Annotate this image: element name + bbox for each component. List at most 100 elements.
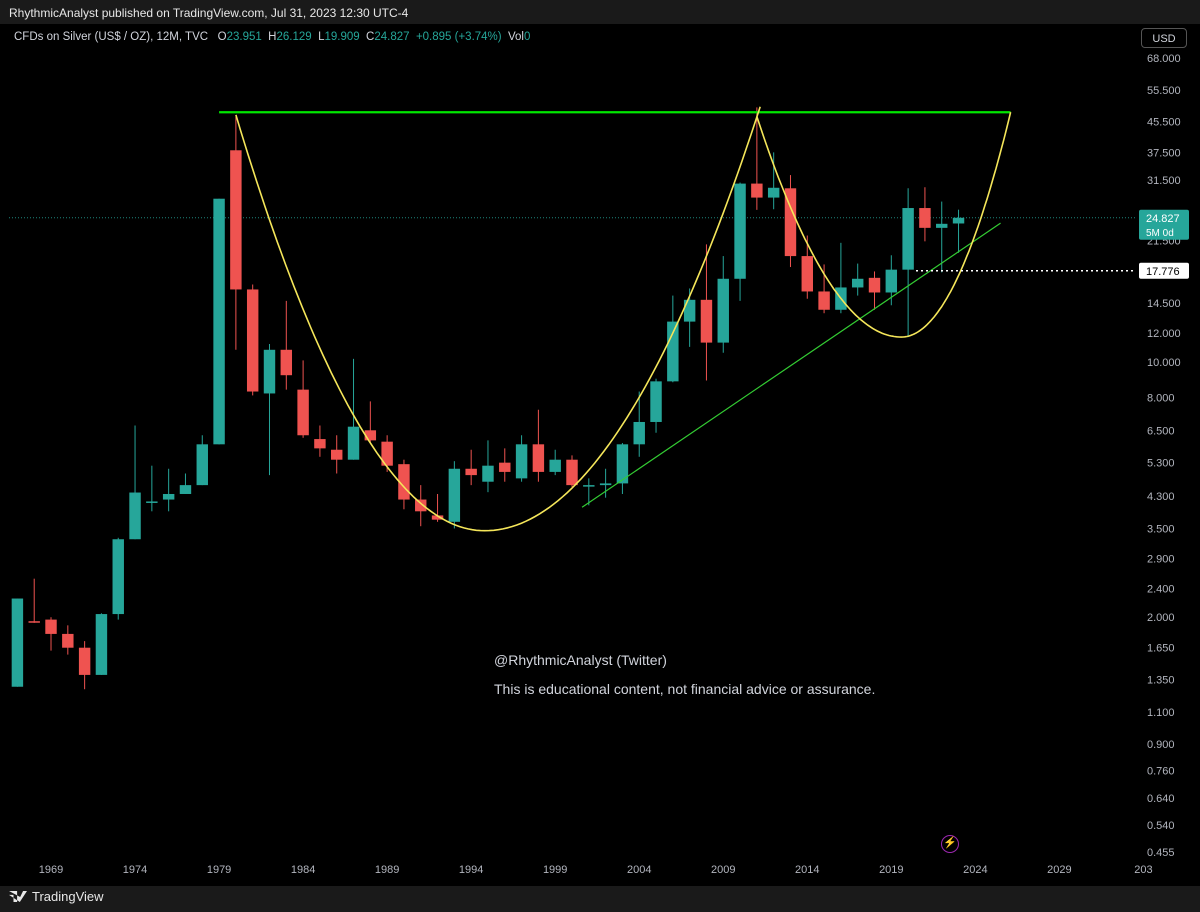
- price-tick-label: 14.500: [1147, 298, 1181, 310]
- year-tick-label: 2024: [963, 864, 987, 876]
- currency-button[interactable]: USD: [1141, 28, 1187, 48]
- candle-body[interactable]: [700, 299, 713, 343]
- year-tick-label: 2004: [627, 864, 651, 876]
- candle-body[interactable]: [784, 188, 797, 257]
- price-tick-label: 4.300: [1147, 491, 1175, 503]
- price-tick-label: 37.500: [1147, 147, 1181, 159]
- candle-body[interactable]: [818, 291, 830, 310]
- candle-body[interactable]: [566, 459, 578, 486]
- candle-body[interactable]: [162, 493, 175, 500]
- price-tick-label: 2.000: [1147, 612, 1175, 624]
- candle-body[interactable]: [95, 614, 108, 675]
- year-tick-label: 2009: [711, 864, 735, 876]
- candle-body[interactable]: [431, 515, 444, 520]
- candle-body[interactable]: [347, 426, 360, 460]
- symbol-legend: CFDs on Silver (US$ / OZ), 12M, TVC O23.…: [14, 31, 530, 43]
- candle-body[interactable]: [549, 459, 561, 472]
- open-key: O: [217, 31, 227, 43]
- candle-body[interactable]: [448, 468, 461, 522]
- candle-body[interactable]: [683, 299, 696, 322]
- watermark-handle: @RhythmicAnalyst (Twitter): [494, 652, 667, 668]
- year-tick-label: 1989: [375, 864, 399, 876]
- candle-body[interactable]: [11, 598, 24, 687]
- candle-body[interactable]: [230, 150, 242, 290]
- candle-body[interactable]: [196, 444, 208, 486]
- tradingview-logo[interactable]: TradingView: [9, 889, 104, 904]
- bar-countdown-label: 5M 0d: [1146, 228, 1174, 239]
- candle-body[interactable]: [919, 208, 931, 228]
- year-tick-label: 203: [1134, 864, 1152, 876]
- candle-body[interactable]: [851, 278, 864, 288]
- year-tick-label: 1974: [123, 864, 147, 876]
- price-tick-label: 1.100: [1147, 707, 1175, 719]
- year-tick-label: 2014: [795, 864, 819, 876]
- year-tick-label: 1969: [39, 864, 63, 876]
- candle-body[interactable]: [499, 462, 511, 472]
- candle-body[interactable]: [246, 289, 259, 392]
- candle-body[interactable]: [62, 633, 74, 648]
- candle-body[interactable]: [583, 485, 595, 487]
- candle-body[interactable]: [146, 501, 158, 503]
- candle-body[interactable]: [364, 430, 377, 441]
- candle-body[interactable]: [868, 277, 881, 293]
- tradingview-brand: TradingView: [32, 889, 104, 904]
- candle-body[interactable]: [885, 269, 898, 293]
- current-price-label: 24.827: [1146, 213, 1180, 225]
- candle-body[interactable]: [78, 647, 91, 675]
- candle-body[interactable]: [532, 444, 545, 472]
- symbol-name[interactable]: CFDs on Silver (US$ / OZ), 12M, TVC: [14, 31, 209, 43]
- candle-body[interactable]: [717, 278, 729, 343]
- price-tick-label: 31.500: [1147, 175, 1181, 187]
- lightning-icon[interactable]: ⚡: [941, 835, 959, 853]
- candle-body[interactable]: [667, 321, 679, 382]
- candle-body[interactable]: [415, 499, 427, 512]
- year-tick-label: 1984: [291, 864, 315, 876]
- support-trendline[interactable]: [581, 222, 1001, 508]
- price-tick-label: 2.900: [1147, 553, 1175, 565]
- candle-body[interactable]: [482, 465, 494, 482]
- candle-body[interactable]: [297, 389, 309, 436]
- price-tick-label: 0.540: [1147, 820, 1175, 832]
- candle-body[interactable]: [936, 223, 948, 228]
- price-tick-label: 10.000: [1147, 357, 1181, 369]
- handle-curve[interactable]: [756, 112, 1012, 338]
- change-value: +0.895 (+3.74%): [415, 31, 502, 43]
- candle-body[interactable]: [751, 183, 763, 198]
- candle-body[interactable]: [314, 439, 326, 449]
- candle-body[interactable]: [633, 421, 645, 445]
- tradingview-logo-icon: [9, 891, 27, 902]
- price-tick-label: 0.900: [1147, 739, 1175, 751]
- candle-body[interactable]: [112, 539, 124, 615]
- price-tick-label: 8.000: [1147, 392, 1175, 404]
- candle-body[interactable]: [767, 187, 780, 198]
- year-tick-label: 1994: [459, 864, 483, 876]
- price-tick-label: 0.640: [1147, 793, 1175, 805]
- candle-body[interactable]: [280, 349, 293, 376]
- candle-body[interactable]: [213, 198, 225, 445]
- high-key: H: [268, 31, 277, 43]
- candle-body[interactable]: [465, 468, 477, 476]
- candle-body[interactable]: [45, 619, 57, 634]
- high-value: 26.129: [276, 31, 312, 43]
- candle-body[interactable]: [902, 208, 914, 270]
- published-caption: RhythmicAnalyst published on TradingView…: [9, 6, 409, 20]
- candle-body[interactable]: [599, 483, 612, 486]
- candle-body[interactable]: [179, 485, 192, 494]
- candle-body[interactable]: [331, 449, 343, 460]
- candle-body[interactable]: [263, 349, 276, 394]
- candle-body[interactable]: [952, 217, 965, 224]
- marked-level-badge: [1139, 262, 1189, 279]
- cup-curve[interactable]: [235, 106, 761, 532]
- candle-body[interactable]: [129, 492, 141, 540]
- candle-body[interactable]: [515, 444, 528, 479]
- volume-value: 0: [524, 31, 531, 43]
- candle-body[interactable]: [381, 441, 393, 466]
- candle-body[interactable]: [650, 381, 662, 422]
- candle-body[interactable]: [801, 256, 813, 292]
- candle-body[interactable]: [398, 464, 410, 500]
- candle-body[interactable]: [616, 444, 629, 484]
- candle-body[interactable]: [734, 183, 746, 279]
- volume-key: Vol: [508, 31, 524, 43]
- candle-body[interactable]: [28, 621, 40, 623]
